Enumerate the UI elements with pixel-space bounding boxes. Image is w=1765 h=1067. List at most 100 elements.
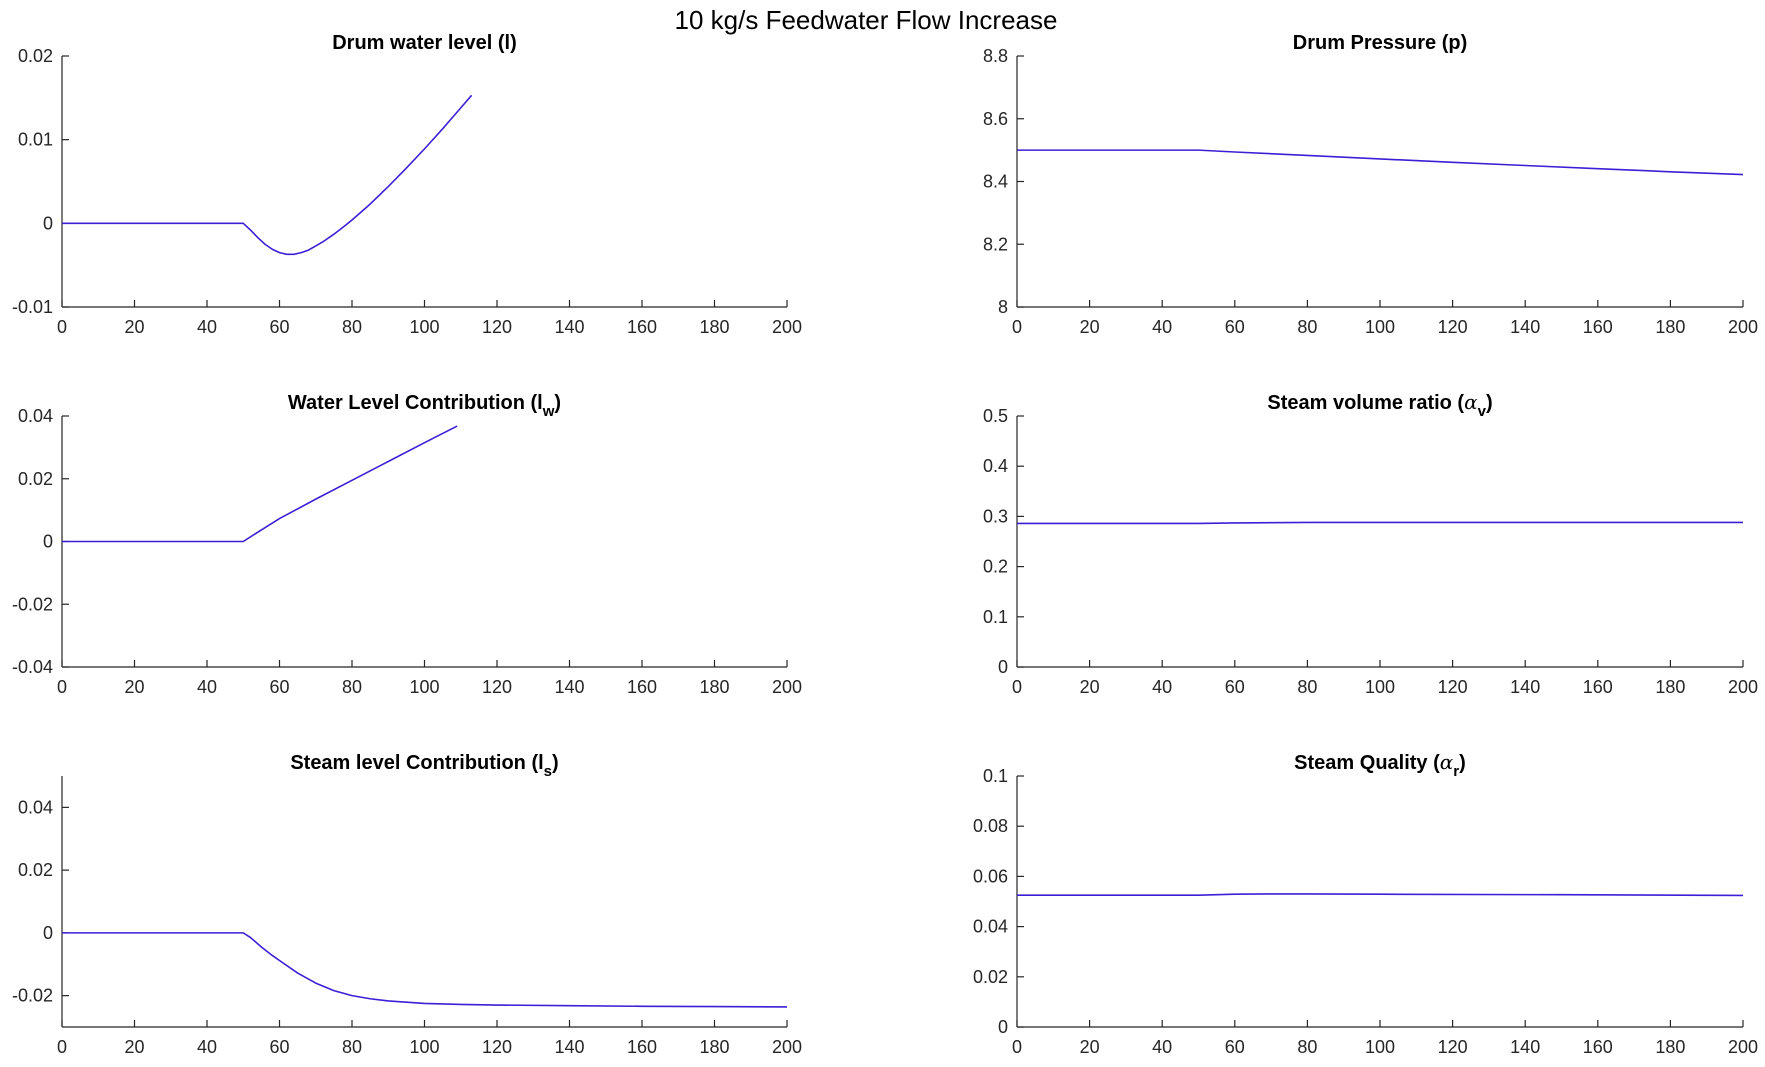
y-tick-label: 8.8 <box>983 46 1008 66</box>
x-tick-label: 180 <box>1655 317 1685 337</box>
x-tick-label: 120 <box>1438 1037 1468 1057</box>
x-tick-label: 0 <box>1012 1037 1022 1057</box>
x-tick-label: 60 <box>269 677 289 697</box>
subplot-title: Drum Pressure (p) <box>1293 32 1468 54</box>
x-tick-label: 200 <box>772 317 802 337</box>
y-tick-label: 0.04 <box>18 797 53 817</box>
x-tick-label: 160 <box>1583 317 1613 337</box>
x-tick-label: 0 <box>1012 677 1022 697</box>
y-tick-label: 0.4 <box>983 456 1008 476</box>
y-tick-label: 0 <box>43 532 53 552</box>
x-tick-label: 140 <box>554 677 584 697</box>
x-tick-label: 120 <box>1438 677 1468 697</box>
x-tick-label: 20 <box>1080 677 1100 697</box>
x-tick-label: 40 <box>197 1037 217 1057</box>
x-tick-label: 40 <box>1152 677 1172 697</box>
y-tick-label: 8.6 <box>983 109 1008 129</box>
x-tick-label: 120 <box>482 677 512 697</box>
x-tick-label: 140 <box>1510 317 1540 337</box>
subplot-water-level-contribution: 0 20 40 60 80 100 120 140 160 180 200 -0.04 -0.02 0 0.… <box>12 392 802 697</box>
y-tick-label: 0 <box>43 213 53 233</box>
x-tick-label: 80 <box>1297 677 1317 697</box>
x-tick-label: 160 <box>627 1037 657 1057</box>
x-tick-label: 60 <box>1225 1037 1245 1057</box>
series-line <box>1017 149 1743 176</box>
y-tick-label: 0 <box>998 1017 1008 1037</box>
x-tick-label: 60 <box>269 1037 289 1057</box>
x-tick-label: 120 <box>482 317 512 337</box>
x-tick-label: 80 <box>342 677 362 697</box>
y-tick-label: 0.08 <box>973 816 1008 836</box>
x-tick-label: 200 <box>1728 1037 1758 1057</box>
y-tick-label: 0.2 <box>983 557 1008 577</box>
y-tick-label: 0.1 <box>983 607 1008 627</box>
series-line <box>1017 521 1743 525</box>
subplot-drum-pressure: 0 20 40 60 80 100 120 140 160 180 200 8 8.2 8.4 8.6 8.8… <box>983 32 1758 337</box>
x-tick-label: 100 <box>409 677 439 697</box>
x-tick-label: 140 <box>1510 677 1540 697</box>
y-tick-label: 0.02 <box>18 469 53 489</box>
y-tick-label: 0 <box>998 657 1008 677</box>
y-tick-label: 0.3 <box>983 506 1008 526</box>
y-tick-label: 8.4 <box>983 172 1008 192</box>
x-tick-label: 60 <box>269 317 289 337</box>
x-tick-label: 0 <box>57 317 67 337</box>
y-tick-label: -0.01 <box>12 297 53 317</box>
x-tick-label: 180 <box>1655 677 1685 697</box>
subplot-title: Steam level Contribution (ls) <box>290 752 558 780</box>
x-tick-label: 100 <box>1365 1037 1395 1057</box>
subplot-steam-quality: 0 20 40 60 80 100 120 140 160 180 200 0 0.02 0.04 0.06… <box>973 750 1758 1057</box>
y-tick-label: 0.02 <box>18 860 53 880</box>
x-tick-label: 200 <box>1728 317 1758 337</box>
series-line <box>62 425 458 543</box>
x-tick-label: 60 <box>1225 317 1245 337</box>
subplot-steam-volume-ratio: 0 20 40 60 80 100 120 140 160 180 200 0 0.1 0.2 0.3 0.4… <box>983 390 1758 697</box>
x-tick-label: 40 <box>1152 1037 1172 1057</box>
y-tick-label: 0.5 <box>983 406 1008 426</box>
x-tick-label: 100 <box>1365 317 1395 337</box>
x-tick-label: 0 <box>1012 317 1022 337</box>
x-tick-label: 20 <box>124 677 144 697</box>
y-tick-label: 0.04 <box>973 917 1008 937</box>
x-tick-label: 180 <box>1655 1037 1685 1057</box>
y-tick-label: 0.06 <box>973 866 1008 886</box>
x-tick-label: 40 <box>1152 317 1172 337</box>
subplot-steam-level-contribution: 0 20 40 60 80 100 120 140 160 180 200 -0.02 0 0.02 0.0… <box>12 752 802 1057</box>
x-tick-label: 160 <box>627 317 657 337</box>
x-tick-label: 80 <box>1297 1037 1317 1057</box>
y-tick-label: 0 <box>43 923 53 943</box>
y-tick-label: 0.02 <box>18 46 53 66</box>
x-tick-label: 200 <box>1728 677 1758 697</box>
y-tick-label: 0.04 <box>18 406 53 426</box>
x-tick-label: 140 <box>554 1037 584 1057</box>
series-line <box>1017 893 1743 897</box>
x-tick-label: 120 <box>1438 317 1468 337</box>
y-tick-label: 0.1 <box>983 766 1008 786</box>
y-tick-label: 0.01 <box>18 130 53 150</box>
y-tick-label: -0.02 <box>12 594 53 614</box>
subplot-grid: 0 20 40 60 80 100 120 140 160 180 200-0.0100.010.0… <box>12 32 1758 1057</box>
x-tick-label: 40 <box>197 317 217 337</box>
x-tick-label: 100 <box>1365 677 1395 697</box>
subplot-title: Steam volume ratio (αv) <box>1267 390 1492 420</box>
x-tick-label: 200 <box>772 1037 802 1057</box>
subplot-title: Steam Quality (αr) <box>1294 750 1466 780</box>
x-tick-label: 40 <box>197 677 217 697</box>
x-tick-label: 80 <box>342 317 362 337</box>
x-tick-label: 100 <box>409 1037 439 1057</box>
x-tick-label: 180 <box>699 317 729 337</box>
x-tick-label: 60 <box>1225 677 1245 697</box>
x-tick-label: 140 <box>1510 1037 1540 1057</box>
x-tick-label: 160 <box>1583 1037 1613 1057</box>
series-line <box>62 932 787 1008</box>
subplot-drum-water-level: 0 20 40 60 80 100 120 140 160 180 200-0.0100.010.0… <box>12 32 802 337</box>
y-tick-label: -0.02 <box>12 986 53 1006</box>
x-tick-label: 100 <box>409 317 439 337</box>
x-tick-label: 180 <box>699 1037 729 1057</box>
x-tick-label: 20 <box>124 1037 144 1057</box>
x-tick-label: 20 <box>124 317 144 337</box>
y-tick-label: 0.02 <box>973 967 1008 987</box>
x-tick-label: 20 <box>1080 1037 1100 1057</box>
